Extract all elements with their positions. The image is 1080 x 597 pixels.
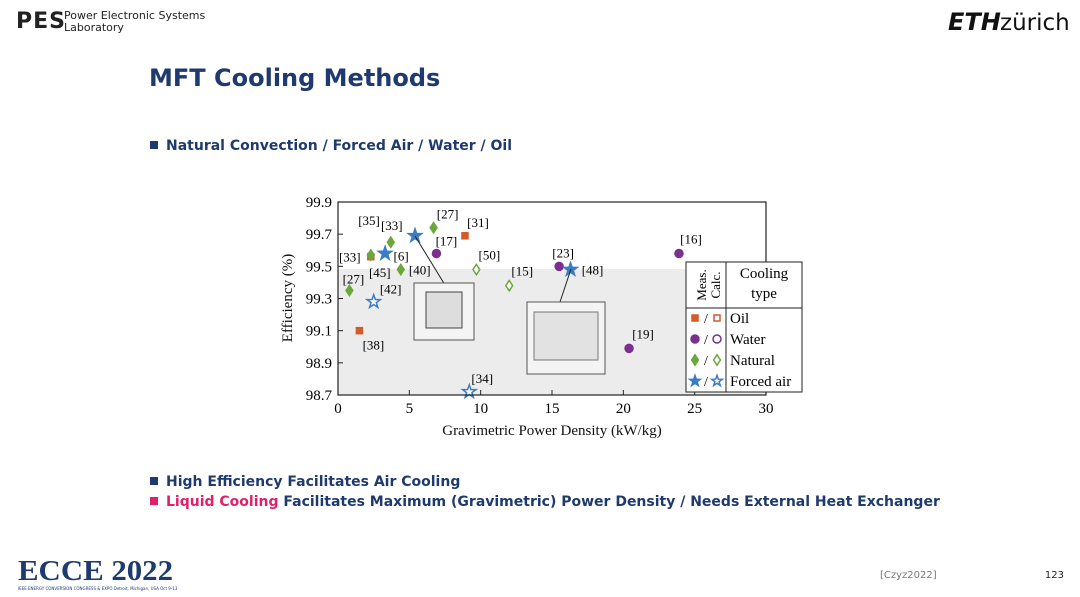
legend-label: Forced air: [730, 374, 791, 390]
legend-slash: /: [704, 354, 708, 369]
pes-logo: PES: [16, 9, 66, 34]
inset-detail: [425, 291, 463, 329]
legend: [685, 261, 803, 393]
legend-slash: /: [704, 333, 708, 348]
point-label: [19]: [632, 326, 654, 341]
y-tick-label: 98.9: [306, 356, 332, 372]
legend-marker: [691, 314, 699, 322]
point-label: [23]: [552, 245, 574, 260]
legend-header: Cooling type: [739, 266, 789, 302]
y-tick-label: 99.3: [306, 292, 332, 308]
y-tick-label: 99.5: [306, 259, 332, 275]
chart: 0 5 10 15 20 25 30 98.7 98.9 99.1 99.3 99.5 99.7 99.9…: [306, 195, 774, 417]
page-number: 123: [1045, 570, 1064, 581]
legend-slash: /: [704, 312, 708, 327]
slide-title: MFT Cooling Methods: [149, 64, 440, 92]
x-tick-label: 5: [406, 401, 414, 417]
y-tick-label: 99.9: [306, 195, 332, 211]
x-tick-label: 20: [616, 401, 631, 417]
point: [364, 292, 383, 310]
legend-marker: [690, 353, 700, 367]
point: [461, 232, 469, 240]
point-label: [27]: [343, 271, 365, 286]
bullet-text: Liquid Cooling Facilitates Maximum (Grav…: [166, 494, 940, 510]
inset-detail: [533, 311, 599, 361]
bullet-rest: Facilitates Maximum (Gravimetric) Power …: [279, 494, 940, 510]
legend-marker: [709, 373, 725, 388]
point-label: [35]: [358, 213, 380, 228]
bullet-text: High Efficiency Facilitates Air Cooling: [166, 474, 460, 490]
point-label: [27]: [437, 207, 459, 222]
legend-marker: [690, 334, 700, 344]
legend-header: Meas.: [694, 269, 709, 300]
inset-pointer: [414, 235, 446, 286]
point: [429, 221, 438, 235]
ecce-logo: ECCE 2022: [18, 556, 173, 587]
legend-header: Calc.: [708, 271, 723, 298]
legend-marker: [712, 353, 722, 367]
legend-marker: [712, 334, 722, 344]
point-label: [48]: [582, 263, 604, 278]
point-label: [40]: [409, 263, 431, 278]
point-label: [34]: [471, 371, 493, 386]
bullet: [150, 497, 158, 505]
y-axis-label: Efficiency (%): [280, 254, 296, 342]
point-label: [17]: [436, 233, 458, 248]
legend-label: Oil: [730, 311, 749, 327]
bullet-text: Natural Convection / Forced Air / Water …: [166, 138, 512, 154]
y-tick-label: 99.1: [306, 324, 332, 340]
y-tick-label: 99.7: [306, 227, 333, 243]
legend-marker: [687, 373, 703, 388]
point-label: [6]: [393, 248, 408, 263]
point: [624, 343, 634, 354]
bullet: [150, 141, 158, 149]
legend-label: Natural: [730, 353, 775, 369]
point: [396, 262, 406, 277]
x-tick-label: 25: [687, 401, 702, 417]
point-label: [45]: [369, 265, 391, 280]
point: [472, 262, 481, 277]
ecce-sub: IEEE ENERGY CONVERSION CONGRESS & EXPO D…: [18, 586, 178, 591]
point-label: [33]: [339, 250, 361, 265]
lab-name: Power Electronic Systems: [64, 9, 205, 22]
point-label: [38]: [363, 338, 385, 353]
point: [504, 279, 514, 293]
lab-name: Laboratory: [64, 21, 124, 34]
eth-logo: ETH: [948, 8, 1001, 36]
point: [406, 226, 424, 244]
citation: [Czyz2022]: [880, 570, 937, 581]
point: [345, 283, 354, 298]
point: [366, 248, 376, 262]
x-axis-label: Gravimetric Power Density (kW/kg): [442, 423, 662, 439]
bullet: [150, 477, 158, 485]
point: [554, 261, 564, 272]
legend-marker: [713, 314, 721, 322]
legend-rows: / Oil / Water / Natural / Forced air: [687, 311, 791, 390]
point: [376, 244, 394, 261]
point-label: [15]: [511, 264, 533, 279]
point: [674, 248, 684, 259]
point-label: [31]: [467, 215, 489, 230]
legend-label: Water: [730, 332, 765, 348]
point-label: [33]: [381, 218, 403, 233]
point-label: [16]: [680, 231, 702, 246]
legend-header-box: Cooling type: [739, 266, 789, 302]
x-tick-label: 10: [473, 401, 488, 417]
eth-logo: zürich: [1000, 10, 1070, 36]
x-tick-label: 15: [545, 401, 560, 417]
x-tick-label: 0: [334, 401, 342, 417]
y-tick-label: 98.7: [306, 388, 333, 404]
point: [355, 326, 364, 335]
highlight: Liquid Cooling: [166, 494, 279, 510]
legend-slash: /: [704, 375, 708, 390]
point-label: [42]: [380, 282, 402, 297]
inset-pointer: [559, 268, 572, 303]
point: [431, 248, 442, 259]
point-label: [50]: [479, 248, 501, 263]
x-tick-label: 30: [759, 401, 774, 417]
point: [386, 235, 396, 249]
